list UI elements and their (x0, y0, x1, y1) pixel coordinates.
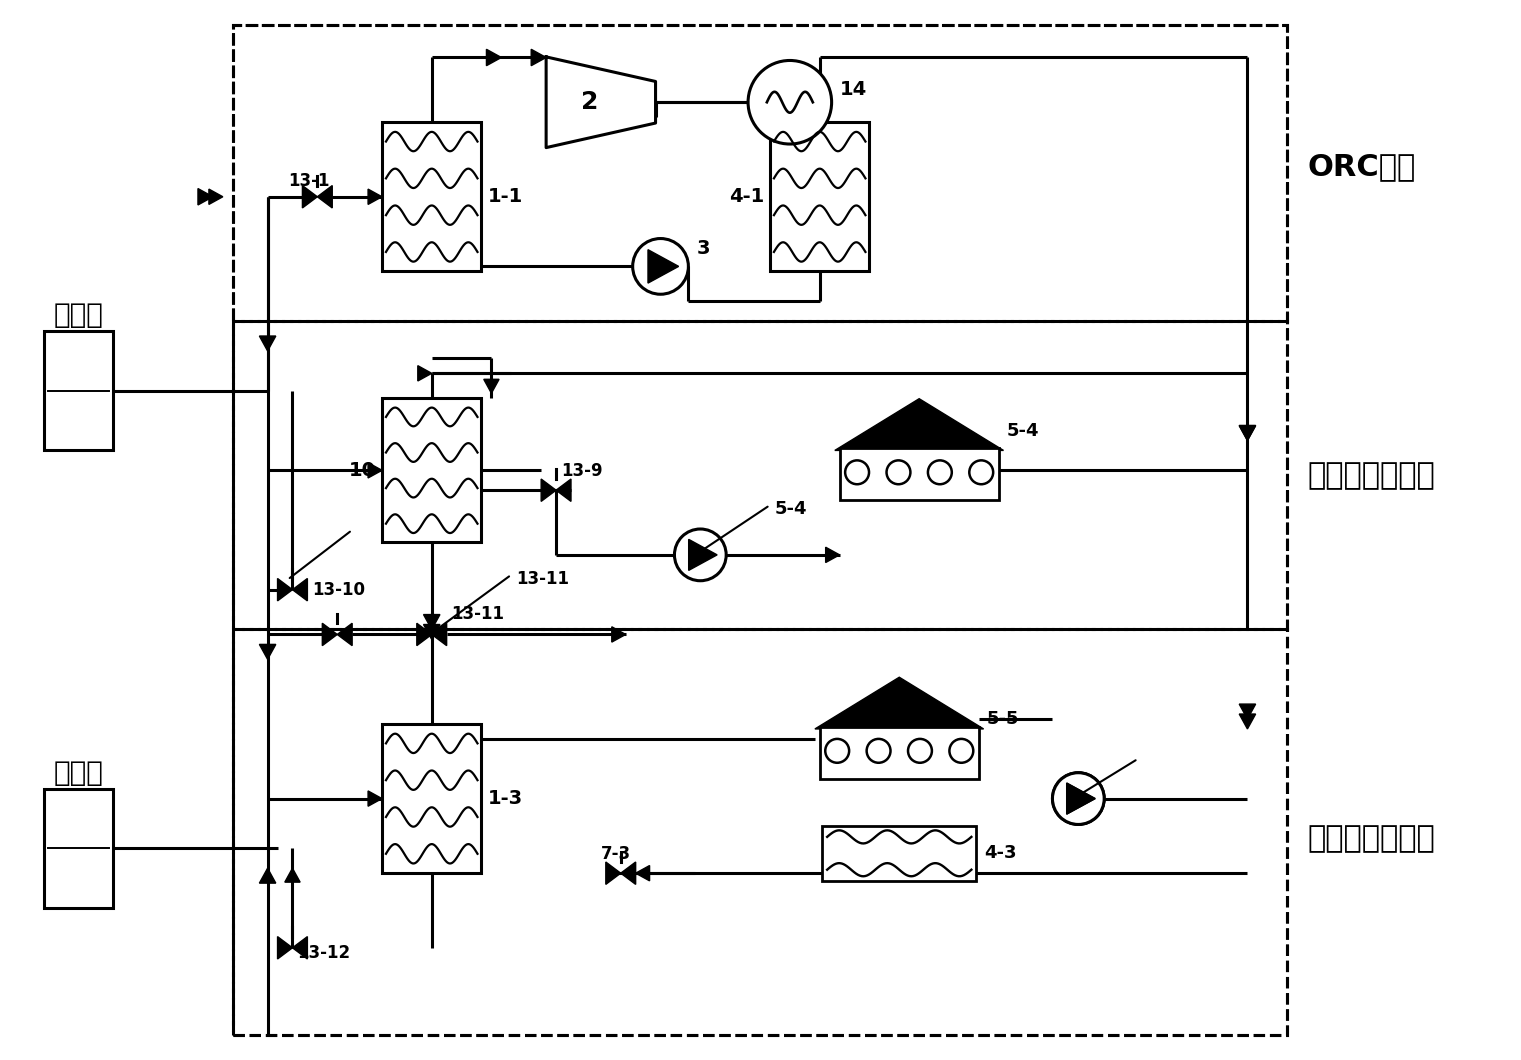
Polygon shape (815, 677, 984, 729)
Bar (382, 399, 482, 543)
Polygon shape (546, 57, 656, 147)
Text: 5-4: 5-4 (1007, 422, 1039, 440)
Polygon shape (208, 189, 224, 205)
Bar (770, 122, 870, 271)
Bar (382, 122, 482, 271)
Text: 5-5: 5-5 (987, 710, 1019, 728)
Polygon shape (1240, 425, 1256, 441)
Bar (840, 448, 999, 500)
Bar (44, 789, 114, 908)
Polygon shape (292, 579, 307, 601)
Bar (233, 630, 1287, 1036)
Polygon shape (423, 615, 440, 630)
Polygon shape (260, 644, 275, 659)
Circle shape (846, 460, 868, 484)
Polygon shape (689, 540, 716, 570)
Polygon shape (1240, 714, 1256, 729)
Polygon shape (368, 791, 382, 807)
Bar (233, 24, 1287, 321)
Text: 2: 2 (581, 90, 599, 114)
Text: 13-11: 13-11 (452, 604, 505, 622)
Polygon shape (484, 379, 499, 393)
Polygon shape (432, 623, 447, 646)
Polygon shape (260, 336, 275, 351)
Polygon shape (835, 399, 1004, 450)
Polygon shape (322, 623, 338, 646)
Polygon shape (368, 189, 382, 205)
Polygon shape (418, 366, 432, 381)
Circle shape (1053, 773, 1104, 825)
Text: 抽水井: 抽水井 (53, 301, 103, 330)
Polygon shape (292, 937, 307, 959)
Polygon shape (531, 49, 546, 66)
Text: 1-1: 1-1 (487, 188, 523, 207)
Text: 13-12: 13-12 (298, 943, 350, 961)
Text: 回灘井: 回灘井 (53, 759, 103, 787)
Text: 7-3: 7-3 (601, 845, 631, 863)
Polygon shape (1240, 425, 1256, 441)
Text: ORC系统: ORC系统 (1307, 153, 1416, 181)
Polygon shape (557, 479, 570, 501)
Polygon shape (260, 868, 275, 883)
Circle shape (908, 739, 932, 763)
Bar (823, 826, 976, 881)
Text: 13-10: 13-10 (312, 581, 365, 599)
Circle shape (969, 460, 993, 484)
Polygon shape (605, 862, 621, 884)
Polygon shape (621, 862, 636, 884)
Bar (233, 321, 1287, 630)
Text: 直接热利用系统: 直接热利用系统 (1307, 461, 1434, 490)
Polygon shape (284, 868, 300, 882)
Polygon shape (648, 250, 678, 283)
Text: 3: 3 (697, 240, 710, 258)
Circle shape (1053, 773, 1104, 825)
Bar (820, 727, 980, 779)
Text: 5-4: 5-4 (774, 500, 808, 518)
Text: 14: 14 (840, 81, 867, 100)
Circle shape (826, 739, 849, 763)
Polygon shape (541, 479, 557, 501)
Polygon shape (303, 186, 318, 208)
Bar (44, 331, 114, 450)
Polygon shape (1240, 704, 1256, 719)
Circle shape (748, 60, 832, 144)
Polygon shape (636, 866, 649, 881)
Polygon shape (417, 623, 432, 646)
Polygon shape (277, 937, 292, 959)
Bar (382, 724, 482, 873)
Text: 1-3: 1-3 (487, 789, 523, 808)
Text: 13-1: 13-1 (289, 172, 330, 190)
Text: 4-1: 4-1 (729, 188, 764, 207)
Text: 13-9: 13-9 (561, 462, 602, 480)
Circle shape (867, 739, 890, 763)
Circle shape (633, 238, 689, 295)
Text: 间接热利用系统: 间接热利用系统 (1307, 824, 1434, 853)
Polygon shape (368, 462, 382, 478)
Polygon shape (338, 623, 353, 646)
Text: 4-3: 4-3 (984, 845, 1016, 862)
Polygon shape (611, 626, 625, 642)
Polygon shape (487, 49, 502, 66)
Polygon shape (277, 579, 292, 601)
Polygon shape (1066, 783, 1095, 814)
Text: 10: 10 (348, 461, 376, 480)
Polygon shape (423, 624, 440, 639)
Circle shape (949, 739, 973, 763)
Circle shape (887, 460, 911, 484)
Circle shape (928, 460, 952, 484)
Polygon shape (198, 189, 213, 205)
Bar (233, 24, 1287, 1036)
Polygon shape (318, 186, 332, 208)
Polygon shape (1066, 783, 1095, 814)
Polygon shape (826, 547, 840, 563)
Circle shape (674, 529, 726, 581)
Text: 13-11: 13-11 (516, 570, 569, 588)
